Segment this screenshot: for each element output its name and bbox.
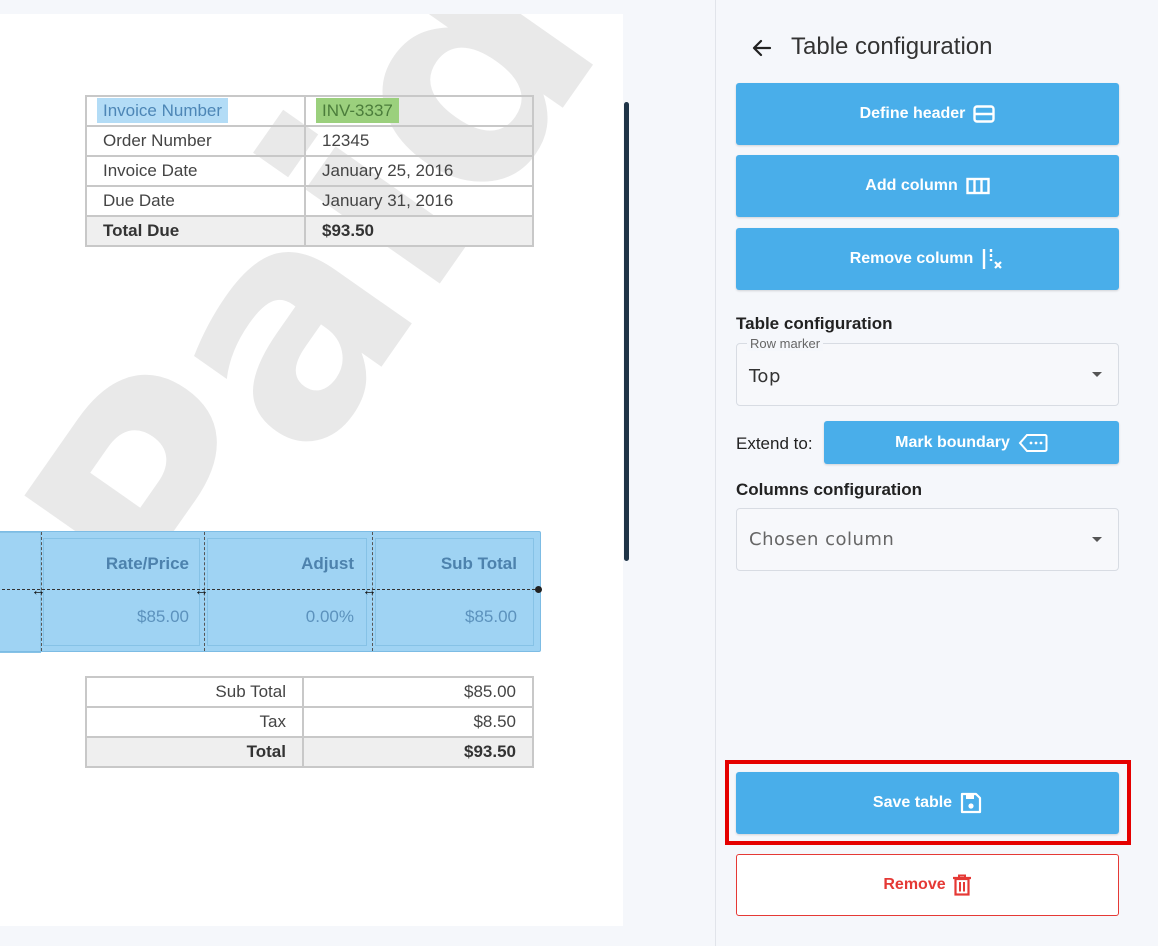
chosen-column-placeholder: Chosen column bbox=[749, 529, 895, 550]
column-separator[interactable] bbox=[41, 532, 42, 651]
column-separator[interactable] bbox=[204, 532, 205, 651]
table-configuration-label: Table configuration bbox=[736, 314, 893, 333]
remove-button[interactable]: Remove bbox=[736, 854, 1119, 916]
due-date-value: January 31, 2016 bbox=[304, 185, 534, 217]
define-header-button[interactable]: Define header bbox=[736, 83, 1119, 145]
chevron-down-icon bbox=[1092, 537, 1102, 542]
vertical-scrollbar[interactable] bbox=[624, 102, 629, 561]
column-header-adjust: Adjust bbox=[301, 554, 354, 573]
invoice-number-label[interactable]: Invoice Number bbox=[97, 98, 229, 123]
remove-column-button[interactable]: Remove column bbox=[736, 228, 1119, 290]
column-header-rate: Rate/Price bbox=[105, 554, 189, 573]
table-row: Due Date January 31, 2016 bbox=[85, 185, 534, 217]
trash-icon bbox=[952, 874, 971, 896]
table-selection-region[interactable]: Rate/Price Adjust Sub Total $85.00 0.00%… bbox=[0, 531, 542, 653]
total-label: Total bbox=[85, 736, 304, 768]
mark-boundary-label: Mark boundary bbox=[895, 433, 1010, 451]
tax-value: $8.50 bbox=[302, 706, 534, 738]
add-column-label: Add column bbox=[865, 177, 958, 194]
tag-icon bbox=[1018, 433, 1048, 452]
tax-label: Tax bbox=[85, 706, 304, 738]
remove-label: Remove bbox=[883, 876, 946, 893]
save-table-button[interactable]: Save table bbox=[736, 772, 1119, 834]
table-row: Order Number 12345 bbox=[85, 125, 534, 157]
column-header-subtotal: Sub Total bbox=[440, 554, 517, 573]
back-arrow-icon[interactable] bbox=[750, 36, 774, 60]
panel-title: Table configuration bbox=[791, 33, 993, 60]
column-resize-icon[interactable]: ↔ bbox=[194, 582, 209, 599]
order-number-label: Order Number bbox=[85, 125, 306, 157]
total-value: $93.50 bbox=[302, 736, 534, 768]
mark-boundary-button[interactable]: Mark boundary bbox=[824, 421, 1119, 464]
cell-box bbox=[375, 538, 534, 646]
header-icon bbox=[973, 105, 996, 123]
table-configuration-panel: Table configuration Define header Add co… bbox=[715, 0, 1158, 946]
row-handle-dot[interactable] bbox=[535, 586, 542, 593]
totals-table: Sub Total $85.00 Tax $8.50 Total $93.50 bbox=[85, 676, 534, 768]
table-row: Invoice Date January 25, 2016 bbox=[85, 155, 534, 187]
subtotal-value: $85.00 bbox=[302, 676, 534, 708]
total-due-value: $93.50 bbox=[304, 215, 534, 247]
chosen-column-select[interactable]: Chosen column bbox=[736, 508, 1119, 571]
cell-box bbox=[43, 538, 200, 646]
remove-column-icon bbox=[983, 249, 1003, 269]
columns-icon bbox=[966, 177, 990, 195]
order-number-value: 12345 bbox=[304, 125, 534, 157]
add-column-button[interactable]: Add column bbox=[736, 155, 1119, 217]
cell-rate: $85.00 bbox=[137, 607, 189, 626]
table-row: Sub Total $85.00 bbox=[85, 676, 534, 708]
column-resize-icon[interactable]: ↔ bbox=[362, 582, 377, 599]
table-row: Tax $8.50 bbox=[85, 706, 534, 738]
cell-box bbox=[0, 532, 41, 653]
due-date-label: Due Date bbox=[85, 185, 306, 217]
row-marker-value: Top bbox=[749, 366, 781, 387]
cell-subtotal: $85.00 bbox=[465, 607, 517, 626]
table-row: Invoice Number INV-3337 bbox=[85, 95, 534, 127]
row-marker-legend: Row marker bbox=[747, 336, 824, 351]
column-resize-icon[interactable]: ↔ bbox=[31, 582, 46, 599]
save-table-highlight bbox=[725, 760, 1131, 845]
total-due-label: Total Due bbox=[85, 215, 306, 247]
row-marker-select[interactable]: Row marker Top bbox=[736, 336, 1119, 406]
cell-box bbox=[207, 538, 367, 646]
save-table-label: Save table bbox=[872, 794, 953, 811]
define-header-label: Define header bbox=[859, 105, 966, 122]
columns-configuration-label: Columns configuration bbox=[736, 480, 923, 499]
column-separator[interactable] bbox=[372, 532, 373, 651]
document-viewer[interactable]: Paid Invoice Number INV-3337 Order Numbe… bbox=[0, 14, 623, 926]
subtotal-label: Sub Total bbox=[85, 676, 304, 708]
table-row: Total Due $93.50 bbox=[85, 215, 534, 247]
invoice-number-value[interactable]: INV-3337 bbox=[316, 98, 399, 123]
invoice-date-label: Invoice Date bbox=[85, 155, 306, 187]
row-separator[interactable] bbox=[0, 589, 540, 590]
table-row: Total $93.50 bbox=[85, 736, 534, 768]
save-icon bbox=[960, 792, 982, 814]
invoice-date-value: January 25, 2016 bbox=[304, 155, 534, 187]
cell-adjust: 0.00% bbox=[305, 607, 354, 626]
extend-to-label: Extend to: bbox=[736, 434, 813, 453]
remove-column-label: Remove column bbox=[849, 250, 974, 267]
invoice-info-table: Invoice Number INV-3337 Order Number 123… bbox=[85, 95, 534, 247]
chevron-down-icon bbox=[1092, 372, 1102, 377]
